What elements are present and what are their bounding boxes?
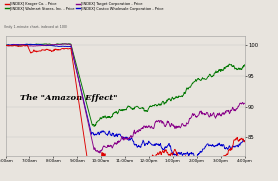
Text: The "Amazon Effect": The "Amazon Effect" bbox=[20, 94, 117, 102]
Text: (Indy 1-minute chart, indexed at 100): (Indy 1-minute chart, indexed at 100) bbox=[4, 25, 68, 29]
Legend: [INDEX] Kroger Co. - Price, [INDEX] Walmart Stores, Inc. - Price, [INDEX] Target: [INDEX] Kroger Co. - Price, [INDEX] Walm… bbox=[4, 2, 164, 10]
